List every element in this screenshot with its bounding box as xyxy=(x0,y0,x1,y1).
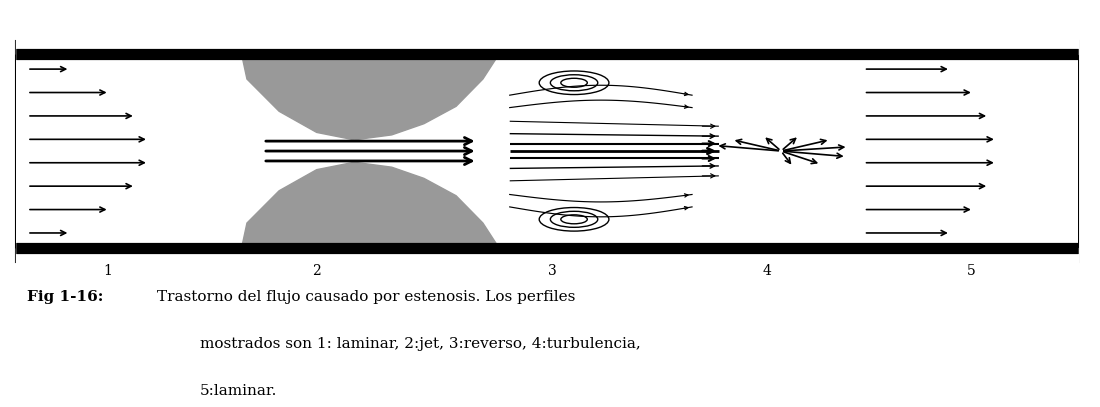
Text: 4: 4 xyxy=(762,264,771,278)
Bar xyxy=(16,41,1078,262)
Text: 5:laminar.: 5:laminar. xyxy=(200,383,277,398)
Polygon shape xyxy=(16,248,1078,285)
Text: 5: 5 xyxy=(967,264,976,278)
Polygon shape xyxy=(242,29,499,140)
Bar xyxy=(16,54,1078,248)
Polygon shape xyxy=(16,17,1078,54)
Text: Fig 1-16:: Fig 1-16: xyxy=(28,290,103,304)
Text: 2: 2 xyxy=(312,264,321,278)
Polygon shape xyxy=(242,162,499,273)
Text: mostrados son 1: laminar, 2:jet, 3:reverso, 4:turbulencia,: mostrados son 1: laminar, 2:jet, 3:rever… xyxy=(200,337,640,351)
Text: Trastorno del flujo causado por estenosis. Los perfiles: Trastorno del flujo causado por estenosi… xyxy=(156,290,575,304)
Text: 1: 1 xyxy=(103,264,112,278)
Text: 3: 3 xyxy=(548,264,557,278)
